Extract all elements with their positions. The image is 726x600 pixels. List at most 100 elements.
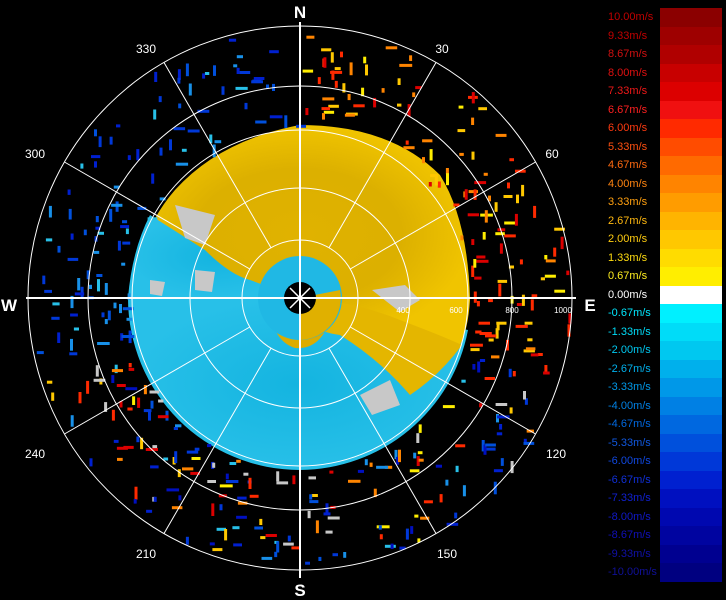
echo-cell [134, 486, 138, 500]
receding-spiral-southeast [300, 298, 462, 395]
legend-label: 4.00m/s [608, 177, 648, 190]
radar-display[interactable]: N S E W 30 60 120 150 210 240 300 330 40… [0, 0, 600, 600]
echo-cell [323, 110, 335, 114]
legend-row: -4.00m/s [604, 396, 722, 415]
echo-cell [342, 83, 346, 93]
echo-cell [495, 328, 499, 339]
echo-cell [478, 107, 487, 111]
echo-cell [365, 64, 368, 76]
echo-cell [491, 355, 500, 359]
echo-cell [68, 208, 72, 220]
echo-cell [390, 543, 394, 549]
echo-cell [44, 289, 52, 293]
legend-label: 8.00m/s [608, 66, 648, 79]
echo-cell [197, 109, 210, 113]
legend-row: 7.33m/s [604, 82, 722, 101]
echo-cell [159, 197, 166, 201]
echo-cell [93, 250, 100, 254]
echo-cell [120, 225, 130, 229]
legend-label: -7.33m/s [608, 492, 651, 505]
echo-cell [497, 415, 510, 419]
echo-cell [127, 407, 133, 411]
compass-east: E [584, 296, 595, 315]
echo-cell [57, 245, 61, 253]
echo-cell [531, 294, 538, 298]
echo-cell [190, 471, 200, 475]
echo-cell [83, 229, 87, 236]
legend-row: 8.67m/s [604, 45, 722, 64]
echo-cell [149, 390, 160, 394]
echo-cell [553, 247, 557, 257]
echo-cell [348, 479, 361, 483]
echo-cell [462, 485, 466, 497]
echo-cell [204, 72, 210, 75]
echo-cell [69, 352, 78, 356]
echo-cell [323, 57, 327, 68]
legend-swatch [660, 230, 722, 249]
echo-cell [475, 330, 482, 334]
echo-cell [255, 120, 267, 124]
legend-row: -9.33m/s [604, 544, 722, 563]
echo-cell [508, 368, 512, 378]
echo-cell [509, 407, 513, 414]
echo-cell [349, 62, 353, 76]
legend-swatch [660, 359, 722, 378]
legend-swatch [660, 470, 722, 489]
echo-cell [415, 86, 422, 90]
echo-cell [117, 457, 123, 461]
compass-south: S [294, 581, 305, 600]
echo-cell [467, 213, 479, 217]
echo-cell [292, 475, 296, 485]
echo-cell [544, 365, 548, 374]
compass-north: N [294, 3, 306, 22]
range-label-400: 400 [396, 306, 410, 315]
echo-cell [453, 203, 460, 207]
legend-swatch [660, 507, 722, 526]
legend-label: -2.67m/s [608, 362, 651, 375]
echo-cell [57, 332, 61, 343]
echo-cell [173, 427, 178, 430]
echo-cell [67, 189, 71, 195]
compass-west: W [1, 296, 18, 315]
echo-cell [276, 481, 289, 485]
echo-cell [373, 97, 377, 108]
echo-cell [302, 69, 314, 73]
echo-cell [80, 286, 84, 298]
echo-cell [407, 104, 411, 117]
echo-cell [457, 129, 466, 133]
echo-cell [477, 361, 481, 373]
echo-cell [437, 181, 441, 188]
echo-cell [515, 324, 528, 328]
echo-cell [143, 385, 147, 395]
echo-cell [122, 307, 134, 311]
echo-cell [332, 553, 338, 557]
echo-cell [171, 506, 183, 510]
echo-cell [42, 275, 46, 285]
echo-cell [344, 113, 355, 117]
echo-cell [143, 409, 152, 413]
echo-cell [185, 536, 189, 545]
range-label-600: 600 [449, 306, 463, 315]
echo-cell [485, 443, 496, 447]
echo-cell [128, 367, 135, 371]
echo-cell [248, 477, 252, 489]
echo-cell [94, 161, 97, 168]
echo-cell [322, 113, 325, 120]
echo-cell [409, 55, 413, 61]
echo-cell [446, 522, 459, 526]
echo-cell [237, 496, 247, 500]
echo-cell [471, 92, 475, 104]
echo-cell [235, 86, 248, 90]
echo-cell [212, 144, 216, 158]
legend-label: 2.00m/s [608, 233, 648, 246]
legend-row: -1.33m/s [604, 322, 722, 341]
legend-swatch [660, 100, 722, 119]
echo-cell [381, 88, 385, 93]
echo-cell [211, 503, 215, 516]
echo-cell [554, 289, 566, 293]
echo-cell [187, 129, 200, 133]
velocity-color-legend: 10.00m/s 9.33m/s 8.67m/s 8.00m/s 7.33m/s 6.67… [604, 8, 722, 582]
bearing-line [163, 347, 272, 534]
echo-cell [510, 461, 514, 474]
echo-cell [394, 449, 398, 460]
